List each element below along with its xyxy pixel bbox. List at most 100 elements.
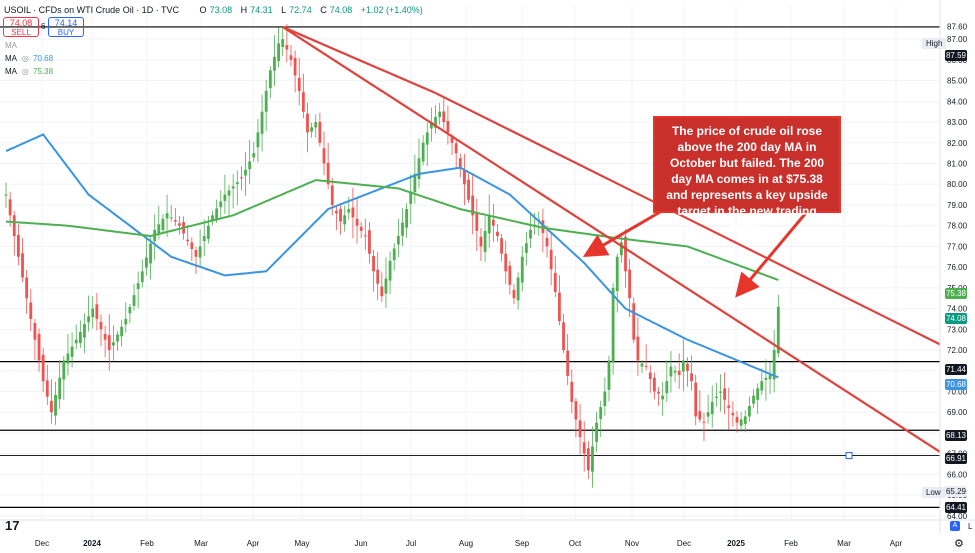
- y-tick-label: 82.00: [947, 139, 968, 148]
- candle-body: [318, 121, 322, 143]
- candle-body: [169, 217, 173, 219]
- x-tick-label: Mar: [194, 539, 208, 548]
- candle-body: [710, 401, 714, 415]
- close-label: C: [320, 5, 327, 15]
- candle-body: [157, 224, 161, 234]
- candle-body: [669, 366, 673, 377]
- candle-body: [648, 372, 652, 380]
- x-tick-label: Jun: [355, 539, 368, 548]
- candle-body: [743, 416, 747, 424]
- indicator-ma-3[interactable]: MA ◎ 75.38: [5, 67, 53, 76]
- candle-body: [128, 307, 132, 314]
- high-label: H: [240, 5, 248, 15]
- indicator-ma-2[interactable]: MA ◎ 70.68: [5, 54, 53, 63]
- candle-body: [640, 363, 644, 367]
- x-tick-label: Mar: [837, 539, 851, 548]
- candle-body: [673, 370, 677, 373]
- candle-body: [70, 346, 74, 357]
- eye-icon[interactable]: ◎: [21, 67, 29, 76]
- candle-body: [240, 177, 243, 179]
- candle-body: [78, 331, 82, 344]
- candle-body: [661, 395, 665, 400]
- price-tag-ma-blue: 70.68: [945, 379, 967, 390]
- y-tick-label: 72.00: [947, 346, 968, 355]
- open-label: O: [199, 5, 207, 15]
- callout-arrow-october: [582, 210, 661, 258]
- candle-body: [549, 249, 553, 270]
- y-tick-label: 69.00: [947, 408, 968, 417]
- level-handle[interactable]: [845, 452, 853, 460]
- candle-body: [748, 406, 751, 417]
- candle-body: [4, 194, 8, 196]
- low-label-tag: Low: [922, 487, 945, 498]
- candle-body: [574, 401, 578, 420]
- candle-body: [599, 407, 603, 419]
- candle-body: [190, 242, 194, 250]
- candle-body: [103, 333, 107, 340]
- candle-body: [508, 265, 512, 285]
- price-tag-68-13: 68.13: [945, 430, 967, 441]
- candle-body: [690, 373, 693, 382]
- buy-label: BUY: [57, 28, 75, 37]
- ma-blue-line: [5, 133, 779, 379]
- x-tick-label: 2024: [83, 539, 101, 548]
- price-tag-ma-green: 75.38: [945, 288, 967, 299]
- x-tick-label: Sep: [515, 539, 530, 548]
- candle-body: [116, 334, 119, 342]
- candle-body: [681, 360, 685, 372]
- log-scale-toggle[interactable]: L: [968, 522, 973, 531]
- symbol-title[interactable]: USOIL · CFDs on WTI Crude Oil · 1D · TVC: [4, 5, 180, 15]
- indicator-ma-1[interactable]: MA: [5, 41, 17, 50]
- x-tick-label: Aug: [459, 539, 473, 548]
- candle-body: [99, 321, 103, 330]
- candle-body: [615, 256, 619, 292]
- candle-body: [396, 236, 400, 245]
- candle-body: [281, 39, 285, 48]
- indicator-value: 75.38: [33, 67, 54, 76]
- candle-body: [314, 122, 318, 128]
- y-tick-label: 66.00: [947, 470, 968, 479]
- candle-body: [95, 304, 99, 319]
- candle-body: [244, 169, 247, 176]
- candle-body: [206, 225, 210, 239]
- settings-icon[interactable]: ⚙: [954, 538, 964, 550]
- eye-icon[interactable]: ◎: [21, 54, 29, 63]
- candle-body: [524, 243, 528, 253]
- x-tick-label: Oct: [569, 539, 582, 548]
- candle-body: [545, 237, 549, 247]
- candle-body: [256, 132, 260, 148]
- candle-body: [706, 412, 710, 417]
- candle-body: [512, 289, 516, 299]
- sell-button[interactable]: 74.08 SELL: [3, 17, 39, 37]
- x-tick-label: Apr: [890, 539, 903, 548]
- y-tick-label: 64.00: [947, 512, 968, 521]
- auto-scale-toggle[interactable]: A: [950, 521, 960, 531]
- candle-body: [401, 222, 404, 236]
- y-tick-label: 70.00: [947, 388, 968, 397]
- indicator-value: 70.68: [33, 54, 54, 63]
- spread-value: 6: [41, 22, 46, 31]
- trendline: [435, 92, 941, 346]
- candle-body: [731, 412, 735, 416]
- candle-body: [409, 191, 413, 204]
- buy-button[interactable]: 74.14 BUY: [48, 17, 84, 37]
- candle-body: [413, 173, 417, 193]
- y-tick-label: 80.00: [947, 180, 968, 189]
- candle-body: [297, 77, 301, 91]
- candle-body: [173, 220, 177, 222]
- candle-body: [471, 195, 475, 216]
- candle-body: [12, 215, 16, 237]
- candle-body: [186, 239, 190, 242]
- candle-body: [566, 350, 570, 376]
- candle-body: [624, 236, 627, 272]
- tradingview-logo-icon[interactable]: 17: [5, 518, 20, 533]
- candle-body: [562, 322, 565, 351]
- high-value: 74.31: [250, 5, 273, 15]
- candle-body: [41, 354, 45, 382]
- candle-body: [417, 158, 421, 180]
- candle-body: [91, 308, 95, 318]
- candle-body: [107, 335, 111, 351]
- x-tick-label: Feb: [140, 539, 154, 548]
- indicator-label: MA: [5, 67, 17, 76]
